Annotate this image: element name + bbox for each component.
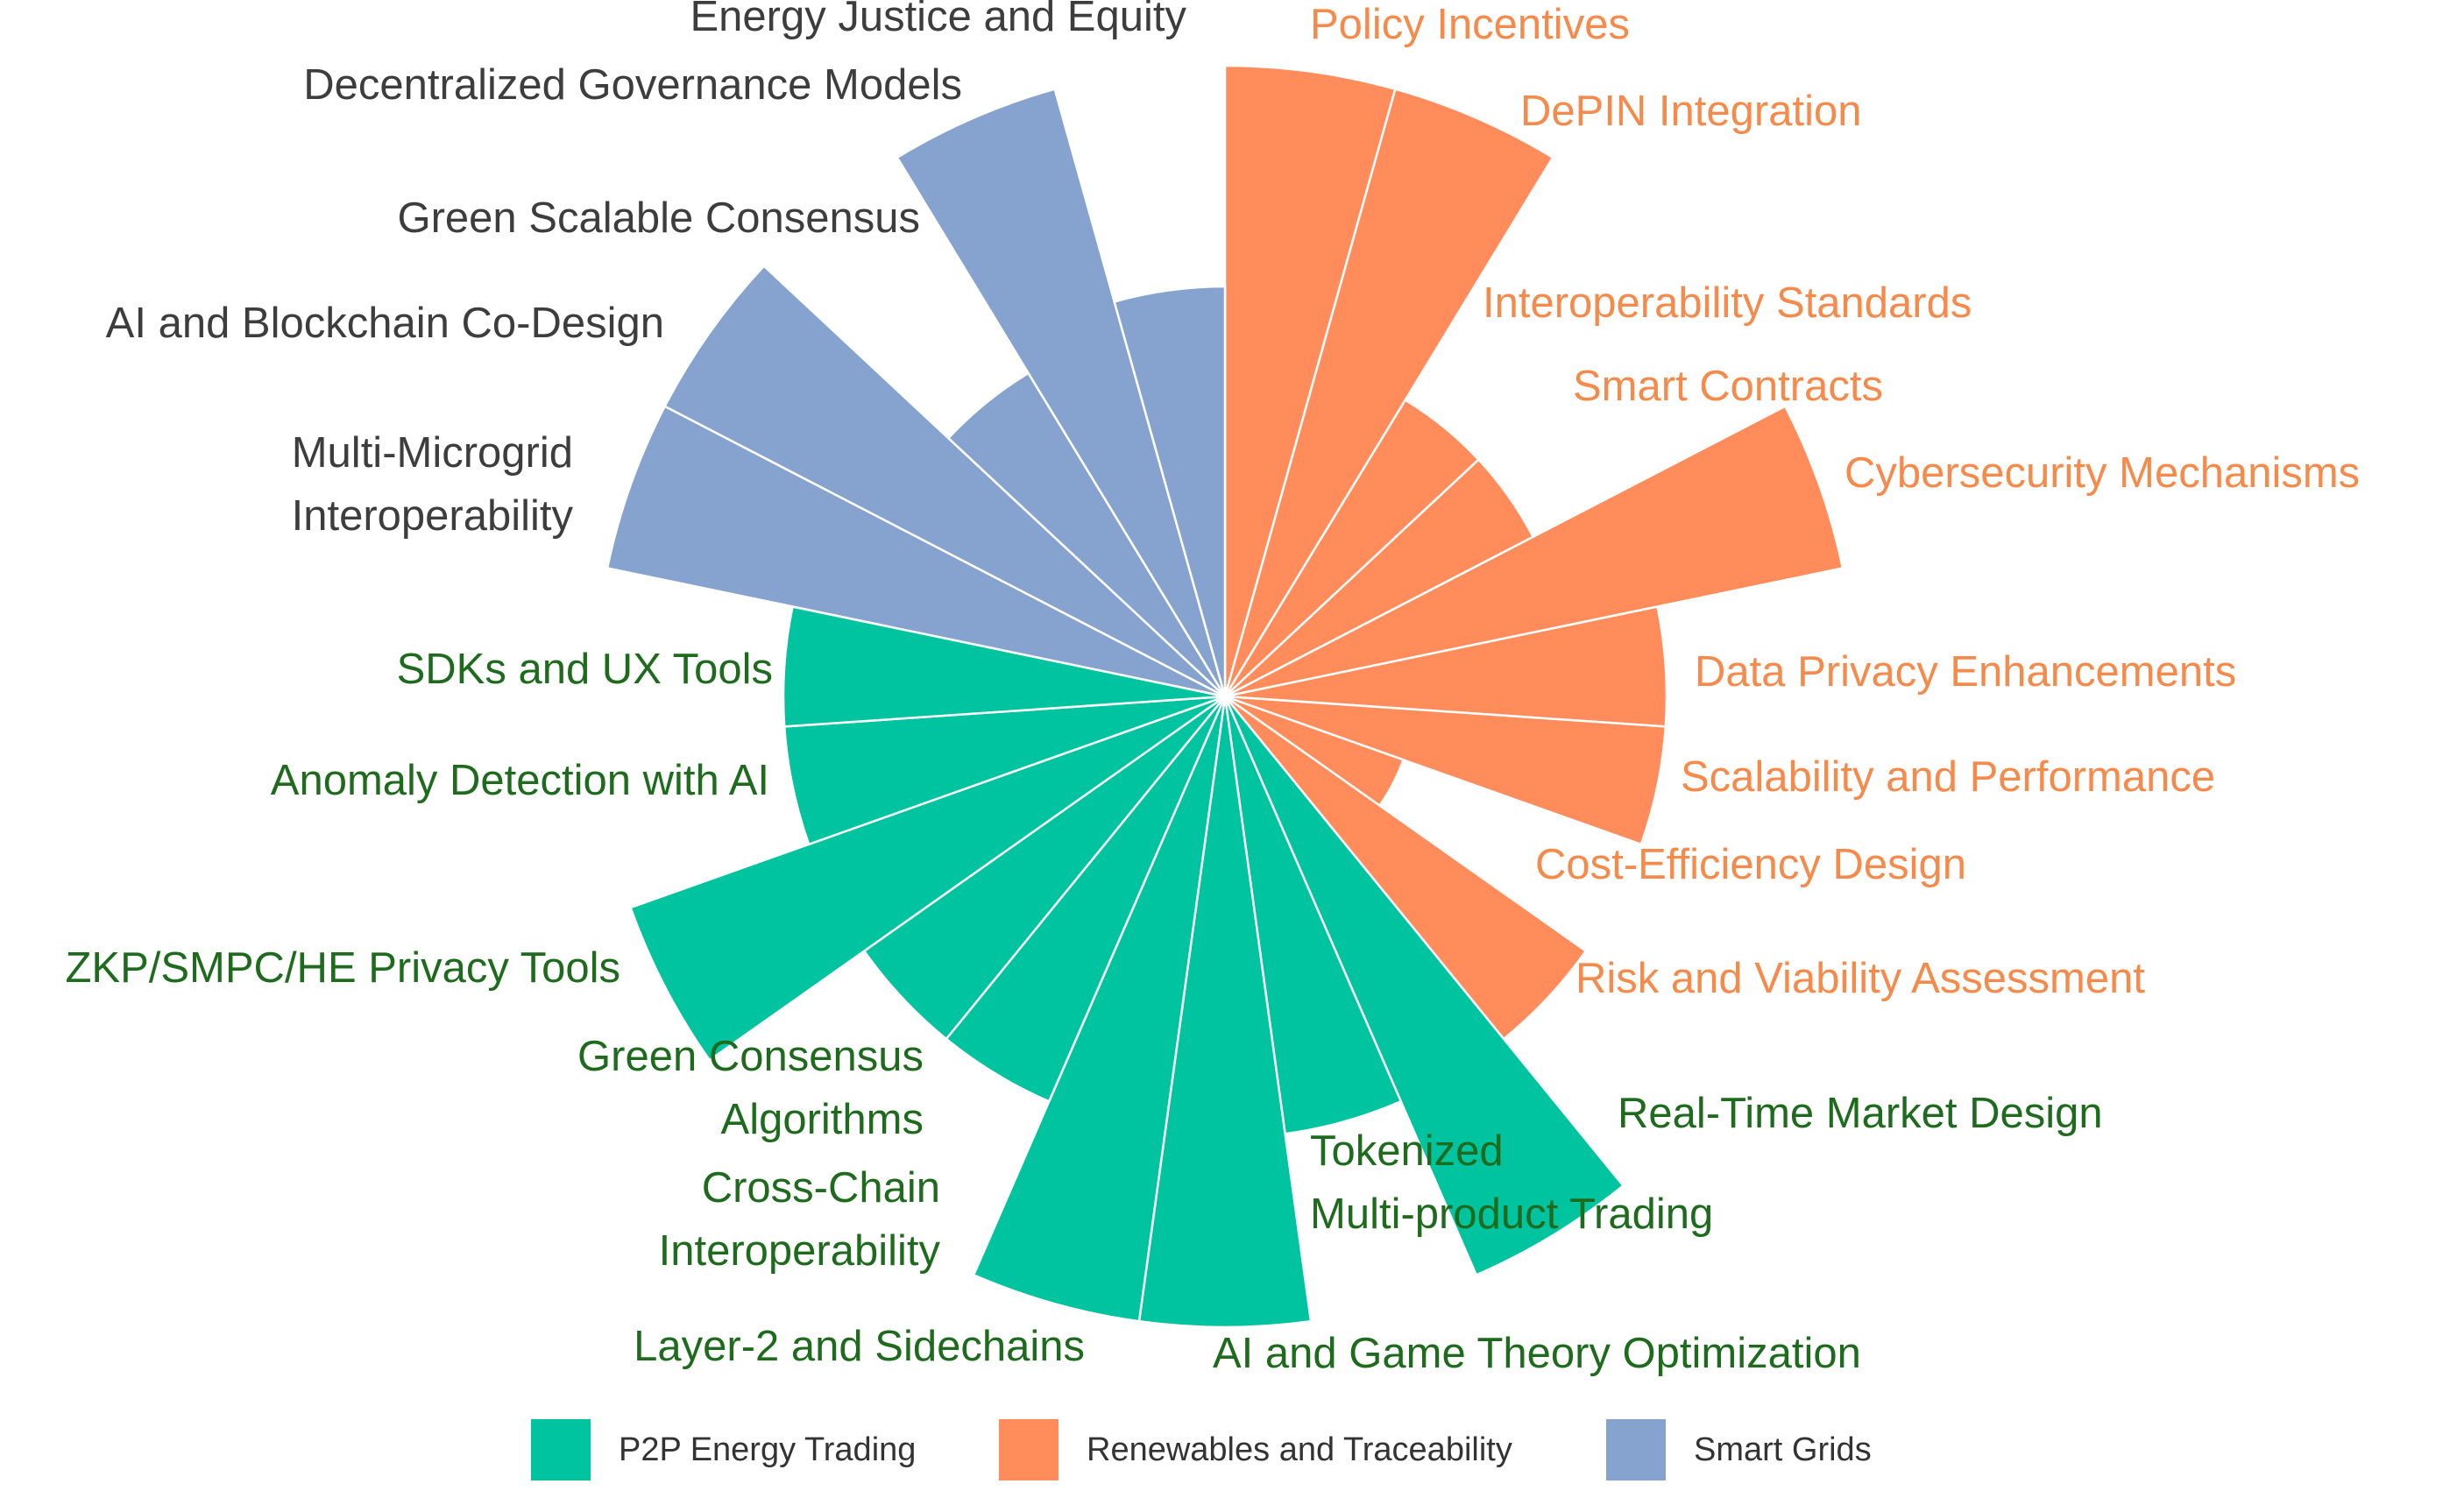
label-cybersecurity-mechanisms: Cybersecurity Mechanisms bbox=[1844, 449, 2360, 497]
label-energy-justice-and-equity: Energy Justice and Equity bbox=[690, 0, 1186, 40]
wedge-real-time-market-design bbox=[1223, 696, 1625, 1277]
wedge-cybersecurity-mechanisms bbox=[1224, 405, 1844, 698]
wedge-depin-integration bbox=[1223, 88, 1554, 697]
wedge-multi-microgrid-interoperability bbox=[605, 405, 1226, 698]
legend-label-p2p-energy-trading: P2P Energy Trading bbox=[619, 1431, 916, 1468]
label-risk-and-viability-assessment: Risk and Viability Assessment bbox=[1575, 955, 2145, 1002]
label-green-consensus-algorithms: Green Consensus Algorithms bbox=[577, 1033, 924, 1143]
legend-label-smart-grids: Smart Grids bbox=[1694, 1431, 1872, 1468]
label-tokenized-multi-product-trading: Tokenized Multi-product Trading bbox=[1310, 1127, 1713, 1238]
label-data-privacy-enhancements: Data Privacy Enhancements bbox=[1695, 648, 2236, 696]
label-green-scalable-consensus: Green Scalable Consensus bbox=[397, 194, 920, 242]
wedge-layer-2-and-sidechains bbox=[972, 696, 1227, 1323]
label-policy-incentives: Policy Incentives bbox=[1310, 1, 1630, 48]
label-smart-contracts: Smart Contracts bbox=[1573, 363, 1883, 410]
label-depin-integration: DePIN Integration bbox=[1520, 88, 1862, 135]
wedge-zkp-smpc-he-privacy-tools bbox=[629, 695, 1226, 1062]
legend-label-renewables-and-traceability: Renewables and Traceability bbox=[1087, 1431, 1512, 1468]
label-cross-chain-interoperability: Cross-Chain Interoperability bbox=[659, 1164, 941, 1275]
wedge-scalability-and-performance bbox=[1224, 695, 1667, 846]
label-anomaly-detection-with-ai: Anomaly Detection with AI bbox=[271, 757, 769, 804]
label-sdks-and-ux-tools: SDKs and UX Tools bbox=[397, 646, 773, 693]
label-ai-and-game-theory-optimization: AI and Game Theory Optimization bbox=[1213, 1330, 1861, 1377]
wedge-decentralized-governance-models bbox=[896, 88, 1227, 697]
wedge-ai-and-game-theory-optimization bbox=[1137, 696, 1313, 1329]
label-layer-2-and-sidechains: Layer-2 and Sidechains bbox=[634, 1323, 1085, 1370]
wedge-ai-and-blockchain-co-design bbox=[663, 264, 1226, 698]
legend-swatch-p2p-energy-trading bbox=[531, 1419, 591, 1480]
legend-swatch-smart-grids bbox=[1606, 1419, 1666, 1480]
legend-swatch-renewables-and-traceability bbox=[999, 1419, 1059, 1480]
label-zkp-smpc-he-privacy-tools: ZKP/SMPC/HE Privacy Tools bbox=[65, 944, 620, 992]
legend: P2P Energy Trading Renewables and Traceab… bbox=[531, 1419, 1872, 1480]
wedge-policy-incentives bbox=[1223, 64, 1397, 697]
label-cost-efficiency-design: Cost-Efficiency Design bbox=[1535, 841, 1966, 888]
label-decentralized-governance-models: Decentralized Governance Models bbox=[303, 61, 962, 109]
label-interoperability-standards: Interoperability Standards bbox=[1483, 279, 1972, 327]
label-real-time-market-design: Real-Time Market Design bbox=[1618, 1090, 2103, 1137]
label-scalability-and-performance: Scalability and Performance bbox=[1681, 753, 2215, 801]
label-multi-microgrid-interoperability: Multi-Microgrid Interoperability bbox=[292, 429, 574, 540]
wedge-energy-justice-and-equity bbox=[1113, 285, 1227, 697]
wedge-group bbox=[605, 64, 1844, 1329]
label-ai-and-blockchain-co-design: AI and Blockchain Co-Design bbox=[106, 300, 664, 347]
category-label-group: Policy Incentives DePIN Integration Intero… bbox=[65, 0, 2360, 1377]
